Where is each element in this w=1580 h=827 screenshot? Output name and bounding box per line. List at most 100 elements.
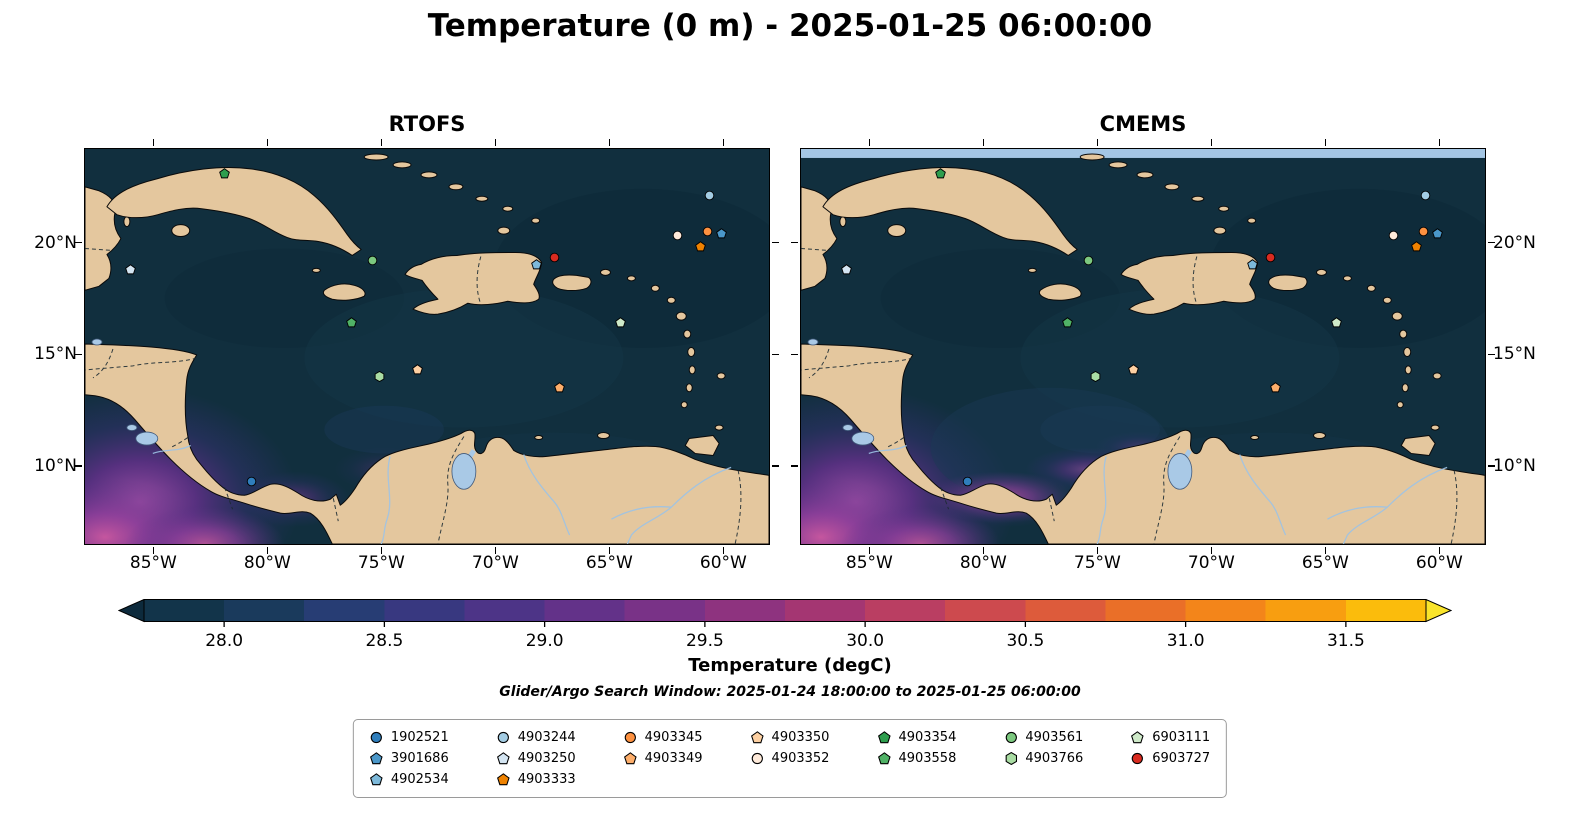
legend-label: 4903345 (644, 730, 703, 745)
x-tick-label: 70°W (471, 553, 519, 573)
circle-marker-icon (962, 476, 973, 486)
pentagon-marker-icon (695, 241, 706, 252)
pentagon-marker-icon (346, 317, 358, 328)
axis-tick (1488, 465, 1495, 467)
circle-marker-icon (1418, 226, 1429, 236)
legend-label: 4903352 (771, 751, 830, 766)
hexagon-marker-icon (1090, 370, 1100, 382)
legend-column: 6903111 6903727 (1131, 727, 1210, 790)
y-tick-label: 15°N (1493, 344, 1536, 365)
circle-marker-icon (246, 476, 257, 486)
float-marker-1902521 (962, 472, 973, 486)
axis-tick (791, 353, 798, 356)
pentagon-marker-icon (125, 263, 136, 274)
float-marker-4903345 (1418, 222, 1429, 236)
legend-label: 4903333 (517, 772, 576, 787)
pentagon-marker-icon (877, 752, 891, 765)
axis-tick (868, 139, 871, 146)
circle-marker-icon (702, 226, 713, 236)
legend-item-4903354: 4903354 (877, 727, 956, 748)
x-tick-label: 70°W (1187, 553, 1235, 573)
pentagon-marker-icon (553, 381, 565, 393)
pentagon-marker-icon (370, 752, 383, 765)
float-marker-4903352 (672, 226, 683, 241)
float-marker-4903333 (1411, 237, 1422, 252)
rivers-layer (152, 444, 732, 544)
float-marker-1902521 (246, 472, 257, 486)
pentagon-marker-icon (1431, 227, 1443, 239)
legend-item-4903250: 4903250 (496, 748, 576, 769)
float-marker-4903244 (704, 186, 715, 201)
axis-tick (1210, 547, 1213, 554)
float-marker-3901686 (1431, 224, 1443, 239)
pentagon-marker-icon (496, 773, 510, 786)
x-tick-label: 75°W (1073, 553, 1121, 573)
map-canvas-cmems (801, 149, 1485, 544)
pentagon-marker-icon (1331, 317, 1343, 328)
float-marker-4903250 (125, 260, 136, 274)
subplot-title-rtofs: RTOFS (388, 112, 466, 136)
legend-label: 4903766 (1025, 751, 1084, 766)
search-window-note: Glider/Argo Search Window: 2025-01-24 18… (499, 684, 1081, 700)
axis-tick (772, 465, 779, 467)
pentagon-marker-icon (531, 259, 542, 270)
circle-marker-icon (1005, 731, 1017, 744)
legend-label: 4903354 (898, 730, 957, 745)
float-marker-6903727 (1265, 248, 1276, 263)
axis-tick (152, 139, 155, 146)
map-canvas-rtofs (85, 149, 769, 544)
legend-label: 4903558 (898, 751, 957, 766)
colorbar-label: Temperature (degC) (688, 655, 892, 676)
pentagon-marker-icon (1269, 381, 1281, 393)
colorbar-tick-labels: 28.0 28.5 29.0 29.5 30.0 30.5 31.0 31.5 (118, 631, 1452, 653)
pentagon-marker-icon (934, 167, 946, 178)
colorbar-svg (117, 598, 1453, 627)
x-tick-label: 85°W (845, 553, 893, 573)
pentagon-marker-icon (623, 752, 637, 765)
float-marker-6903111 (1331, 313, 1343, 328)
x-tick-label: 65°W (585, 553, 633, 573)
map-svg (801, 149, 1485, 544)
circle-marker-icon (624, 731, 636, 744)
axis-tick (1488, 241, 1495, 244)
legend-column: 4903244 4903250 4903333 (496, 727, 576, 790)
pentagon-marker-icon (1247, 259, 1258, 270)
legend-columns: 1902521 3901686 4902534 4903244 4903250 49033… (370, 727, 1210, 790)
pentagon-marker-icon (412, 364, 424, 375)
x-tick-label: 80°W (243, 553, 291, 573)
legend-label: 4903349 (644, 751, 703, 766)
x-tick-label: 85°W (129, 553, 177, 573)
legend-label: 4903350 (771, 730, 830, 745)
pentagon-marker-icon (877, 731, 891, 744)
x-tick-label: 60°W (1415, 553, 1463, 573)
legend-item-3901686: 3901686 (370, 748, 449, 769)
float-marker-4903561 (1083, 251, 1094, 265)
axis-tick (982, 139, 985, 146)
circle-marker-icon (497, 731, 509, 744)
legend-label: 4903561 (1025, 730, 1084, 745)
circle-marker-icon (704, 190, 715, 201)
float-marker-4903561 (367, 251, 378, 265)
circle-marker-icon (1389, 230, 1399, 241)
rivers-layer (868, 444, 1448, 544)
axis-tick (152, 547, 155, 554)
pentagon-marker-icon (615, 317, 627, 328)
float-marker-4903349 (1269, 378, 1281, 393)
colorbar-tick-label: 28.5 (365, 631, 404, 651)
axis-tick (772, 241, 779, 244)
lakes-layer (91, 338, 477, 490)
colorbar-tick-label: 28.0 (205, 631, 244, 651)
axis-tick (380, 139, 383, 146)
circle-marker-icon (1420, 190, 1431, 201)
legend-label: 6903727 (1152, 751, 1211, 766)
colorbar-tick-label: 30.0 (846, 631, 885, 651)
axis-tick (75, 353, 82, 356)
legend: 1902521 3901686 4902534 4903244 4903250 49033… (352, 719, 1228, 798)
x-tick-label: 60°W (699, 553, 747, 573)
float-marker-4902534 (1247, 255, 1258, 270)
legend-column: 4903354 4903558 (877, 727, 956, 790)
pentagon-marker-icon (370, 773, 383, 786)
legend-column: 1902521 3901686 4902534 (370, 727, 449, 790)
axis-tick (608, 139, 611, 146)
